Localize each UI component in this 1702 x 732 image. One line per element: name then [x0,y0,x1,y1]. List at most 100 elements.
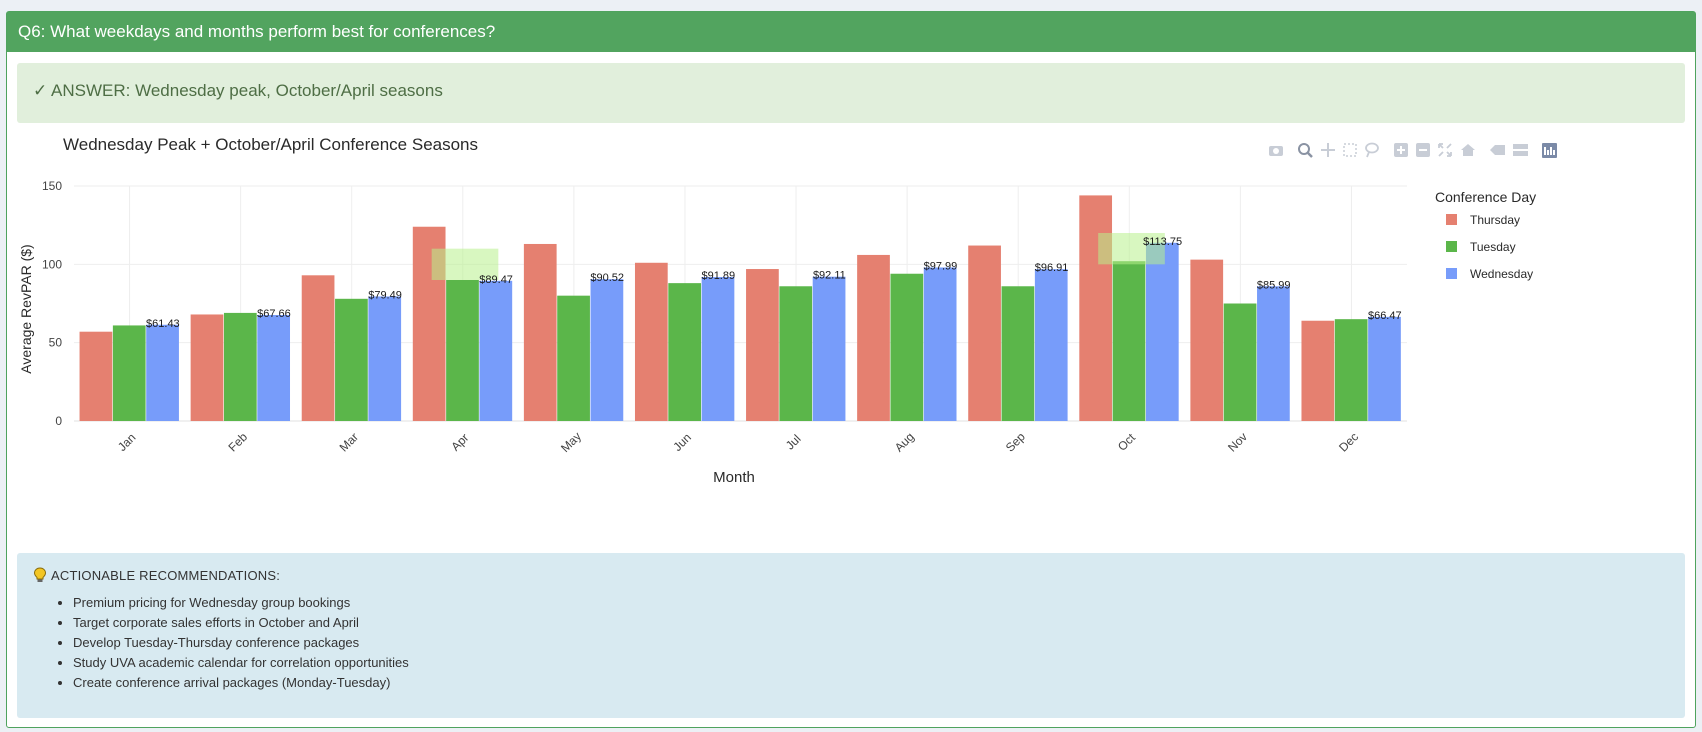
legend-item-tuesday[interactable]: Tuesday [1470,240,1516,254]
legend-swatch[interactable] [1446,241,1457,252]
data-label: $61.43 [146,318,180,330]
list-item: Study UVA academic calendar for correlat… [73,653,1669,673]
zoom-icon[interactable] [1298,143,1313,158]
y-tick-label: 50 [49,336,63,350]
camera-icon[interactable] [1269,146,1283,156]
legend-item-wednesday[interactable]: Wednesday [1470,267,1533,281]
plotly-logo-icon[interactable] [1542,143,1557,158]
bar-thursday[interactable] [190,314,224,421]
bar-tuesday[interactable] [335,298,368,421]
bar-wednesday[interactable] [1368,316,1401,421]
bar-tuesday[interactable] [446,280,479,421]
recommendations-list: Premium pricing for Wednesday group book… [33,593,1669,693]
x-tick-label: Jan [115,430,139,454]
chart-highlights [431,233,1165,280]
autoscale-icon[interactable] [1438,143,1452,157]
x-tick-label: Nov [1225,430,1250,455]
bar-thursday[interactable] [968,245,1001,421]
chart-gridlines [74,185,1407,422]
revpar-bar-chart: Wednesday Peak + October/April Conferenc… [18,136,1557,486]
bar-thursday[interactable] [1190,259,1224,421]
compare-data-icon[interactable] [1513,144,1528,156]
data-label: $79.49 [368,289,402,301]
bar-wednesday[interactable] [479,280,513,421]
bar-wednesday[interactable] [368,296,402,421]
x-tick-label: Dec [1336,430,1361,455]
bar-tuesday[interactable] [1112,261,1146,421]
legend-item-thursday[interactable]: Thursday [1470,213,1520,227]
bar-tuesday[interactable] [668,283,702,421]
chart-bars [79,195,1401,422]
data-label: $67.66 [257,308,291,320]
bar-wednesday[interactable] [701,277,735,421]
x-axis-ticks: Jan Feb Mar Apr May Jun Jul Aug Sep Oct Nov Dec [115,429,1361,455]
bar-thursday[interactable] [746,269,779,421]
bar-tuesday[interactable] [1334,319,1368,421]
list-item: Create conference arrival packages (Mond… [73,673,1669,693]
highlight-band [431,248,499,280]
recommendations-panel: ACTIONABLE RECOMMENDATIONS: Premium pric… [17,553,1685,718]
x-tick-label: Sep [1003,429,1028,454]
bar-thursday[interactable] [79,331,113,421]
zoom-in-icon[interactable] [1394,143,1408,157]
chart-data-labels: $61.43 $67.66 $79.49 $89.47 $90.52 $91.89 $92.… [146,236,1402,330]
bar-wednesday[interactable] [146,324,179,421]
bar-thursday[interactable] [634,262,668,421]
bar-tuesday[interactable] [890,273,924,421]
recommendations-heading: ACTIONABLE RECOMMENDATIONS: [33,567,1669,583]
bar-wednesday[interactable] [1257,286,1290,421]
box-header-title: Q6: What weekdays and months perform bes… [7,12,1695,52]
y-tick-label: 0 [55,414,62,428]
bar-wednesday[interactable] [923,267,957,421]
highlight-band [1098,233,1165,265]
list-item: Develop Tuesday-Thursday conference pack… [73,633,1669,653]
bar-tuesday[interactable] [223,312,257,421]
data-label: $113.75 [1143,236,1182,248]
y-tick-label: 150 [42,179,62,193]
bar-tuesday[interactable] [112,325,146,421]
bar-wednesday[interactable] [812,276,846,421]
bar-wednesday[interactable] [257,314,291,421]
recommendations-title: ACTIONABLE RECOMMENDATIONS: [51,567,281,583]
answer-callout: ✓ ANSWER: Wednesday peak, October/April … [17,63,1685,123]
data-label: $85.99 [1257,279,1291,291]
y-axis-ticks: 0 50 100 150 [42,179,62,428]
bar-thursday[interactable] [301,275,335,421]
bar-tuesday[interactable] [779,286,813,421]
bar-tuesday[interactable] [557,295,590,421]
chart-title: Wednesday Peak + October/April Conferenc… [63,136,478,154]
spike-lines-icon[interactable] [1490,145,1505,155]
bar-thursday[interactable] [1301,320,1335,421]
chart-legend: Conference Day Thursday Tuesday Wednesday [1435,189,1536,281]
x-tick-label: Aug [892,430,917,455]
bar-thursday[interactable] [523,243,557,421]
chart-toolbar [1269,142,1557,158]
bar-thursday[interactable] [857,254,890,421]
legend-swatch[interactable] [1446,214,1457,225]
bar-tuesday[interactable] [1223,303,1257,422]
question-box: Q6: What weekdays and months perform bes… [6,11,1696,728]
reset-axes-icon[interactable] [1461,144,1475,156]
lasso-select-icon[interactable] [1365,142,1379,158]
bar-wednesday[interactable] [590,279,624,421]
x-tick-label: Mar [337,430,362,455]
list-item: Target corporate sales efforts in Octobe… [73,613,1669,633]
lightbulb-icon [33,567,47,582]
x-tick-label: Apr [448,431,471,454]
x-tick-label: Oct [1115,430,1139,454]
data-label: $96.91 [1035,262,1069,274]
data-label: $66.47 [1368,310,1402,322]
bar-wednesday[interactable] [1145,242,1179,421]
data-label: $97.99 [924,260,958,272]
data-label: $90.52 [590,272,624,284]
bar-wednesday[interactable] [1034,269,1068,421]
zoom-out-icon[interactable] [1416,143,1430,157]
bar-thursday[interactable] [1079,195,1113,421]
legend-swatch[interactable] [1446,268,1457,279]
x-tick-label: Feb [226,430,251,455]
box-select-icon[interactable] [1343,143,1357,157]
pan-icon[interactable] [1321,143,1335,157]
x-axis-label: Month [713,469,755,486]
bar-tuesday[interactable] [1001,286,1035,421]
data-label: $92.11 [813,270,846,282]
